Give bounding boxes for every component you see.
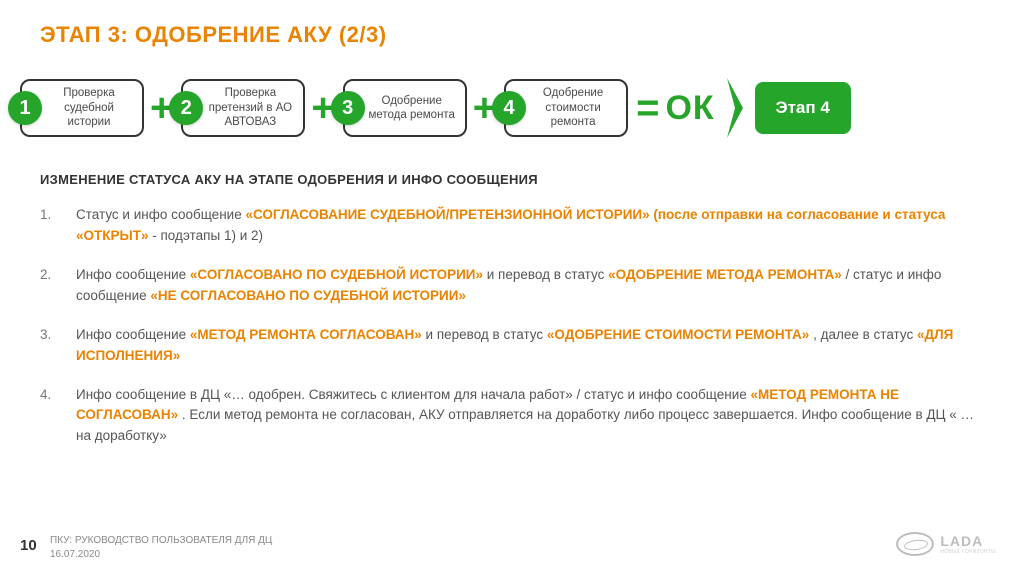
list-item: 3. Инфо сообщение «МЕТОД РЕМОНТА СОГЛАСО… — [40, 325, 984, 367]
lada-logo: LADA НОВЫЕ ГОРИЗОНТЫ — [896, 532, 996, 556]
footer-title: ПКУ: РУКОВОДСТВО ПОЛЬЗОВАТЕЛЯ ДЛЯ ДЦ — [50, 535, 272, 546]
content-area: ИЗМЕНЕНИЕ СТАТУСА АКУ НА ЭТАПЕ ОДОБРЕНИЯ… — [40, 172, 984, 465]
page-number: 10 — [20, 537, 37, 554]
item-number: 1. — [40, 205, 51, 226]
item-text: , далее в статус — [813, 327, 917, 342]
step-4-label: Одобрение стоимости ремонта — [526, 86, 620, 129]
process-flow: 1 Проверка судебной истории + 2 Проверка… — [20, 78, 851, 138]
list-item: 2. Инфо сообщение «СОГЛАСОВАНО ПО СУДЕБН… — [40, 265, 984, 307]
item-text: . Если метод ремонта не согласован, АКУ … — [76, 407, 974, 443]
step-1-circle: 1 — [8, 91, 42, 125]
step-2-box: 2 Проверка претензий в АО АВТОВАЗ — [181, 79, 305, 137]
item-text: - подэтапы 1) и 2) — [152, 228, 263, 243]
item-text: Инфо сообщение в ДЦ «… одобрен. Свяжитес… — [76, 387, 751, 402]
arrow-icon — [727, 78, 743, 138]
item-number: 4. — [40, 385, 51, 406]
next-stage-badge: Этап 4 — [755, 82, 851, 134]
ok-label: ОК — [665, 89, 724, 128]
item-highlight: «НЕ СОГЛАСОВАНО ПО СУДЕБНОЙ ИСТОРИИ» — [150, 288, 466, 303]
item-highlight: «ОДОБРЕНИЕ СТОИМОСТИ РЕМОНТА» — [547, 327, 809, 342]
step-3-label: Одобрение метода ремонта — [365, 94, 459, 123]
logo-icon — [896, 532, 934, 556]
step-4-box: 4 Одобрение стоимости ремонта — [504, 79, 628, 137]
step-4-circle: 4 — [492, 91, 526, 125]
step-1-box: 1 Проверка судебной истории — [20, 79, 144, 137]
list-item: 1. Статус и инфо сообщение «СОГЛАСОВАНИЕ… — [40, 205, 984, 247]
item-text: Инфо сообщение — [76, 267, 190, 282]
item-text: и перевод в статус — [426, 327, 547, 342]
step-3-circle: 3 — [331, 91, 365, 125]
item-text: и перевод в статус — [487, 267, 608, 282]
status-list: 1. Статус и инфо сообщение «СОГЛАСОВАНИЕ… — [40, 205, 984, 447]
item-text: Инфо сообщение — [76, 327, 190, 342]
step-2-circle: 2 — [169, 91, 203, 125]
logo-subtitle: НОВЫЕ ГОРИЗОНТЫ — [940, 549, 996, 555]
logo-text: LADA — [940, 533, 996, 549]
step-1-label: Проверка судебной истории — [42, 86, 136, 129]
item-number: 3. — [40, 325, 51, 346]
item-highlight: «МЕТОД РЕМОНТА СОГЛАСОВАН» — [190, 327, 422, 342]
item-highlight: «ОДОБРЕНИЕ МЕТОДА РЕМОНТА» — [608, 267, 842, 282]
section-heading: ИЗМЕНЕНИЕ СТАТУСА АКУ НА ЭТАПЕ ОДОБРЕНИЯ… — [40, 172, 984, 187]
item-number: 2. — [40, 265, 51, 286]
slide-title: ЭТАП 3: ОДОБРЕНИЕ АКУ (2/3) — [40, 22, 387, 48]
step-2-label: Проверка претензий в АО АВТОВАЗ — [203, 86, 297, 129]
equals-icon: = — [630, 88, 663, 128]
step-3-box: 3 Одобрение метода ремонта — [343, 79, 467, 137]
item-highlight: «СОГЛАСОВАНО ПО СУДЕБНОЙ ИСТОРИИ» — [190, 267, 483, 282]
item-text: Статус и инфо сообщение — [76, 207, 245, 222]
footer-date: 16.07.2020 — [50, 549, 100, 560]
list-item: 4. Инфо сообщение в ДЦ «… одобрен. Свяжи… — [40, 385, 984, 448]
